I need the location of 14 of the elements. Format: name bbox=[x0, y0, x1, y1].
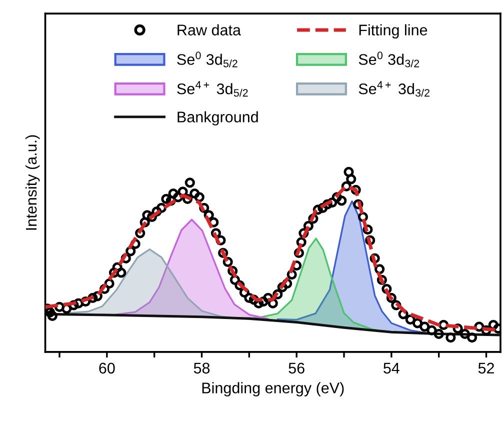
x-tick-label: 60 bbox=[99, 362, 115, 374]
legend-label: Bankground bbox=[178, 111, 258, 126]
y-axis-title: Intensity (a.u.) bbox=[25, 135, 40, 230]
legend-label: Se$^{4+}$ 3d$_{5/2}$ bbox=[177, 81, 248, 97]
legend-label: Se$^{0}$ 3d$_{3/2}$ bbox=[358, 52, 420, 68]
x-tick-label: 52 bbox=[478, 362, 494, 374]
legend-label: Se$^{4+}$ 3d$_{3/2}$ bbox=[358, 81, 430, 97]
x-tick-label: 58 bbox=[194, 362, 210, 374]
legend-label: Se$^{0}$ 3d$_{5/2}$ bbox=[177, 52, 238, 68]
x-tick-label: 56 bbox=[288, 362, 304, 374]
x-axis-title: Bingding energy (eV) bbox=[202, 382, 344, 396]
x-tick-label: 54 bbox=[384, 362, 400, 374]
legend-label: Fitting line bbox=[359, 24, 428, 38]
legend-label: Raw data bbox=[178, 24, 241, 36]
